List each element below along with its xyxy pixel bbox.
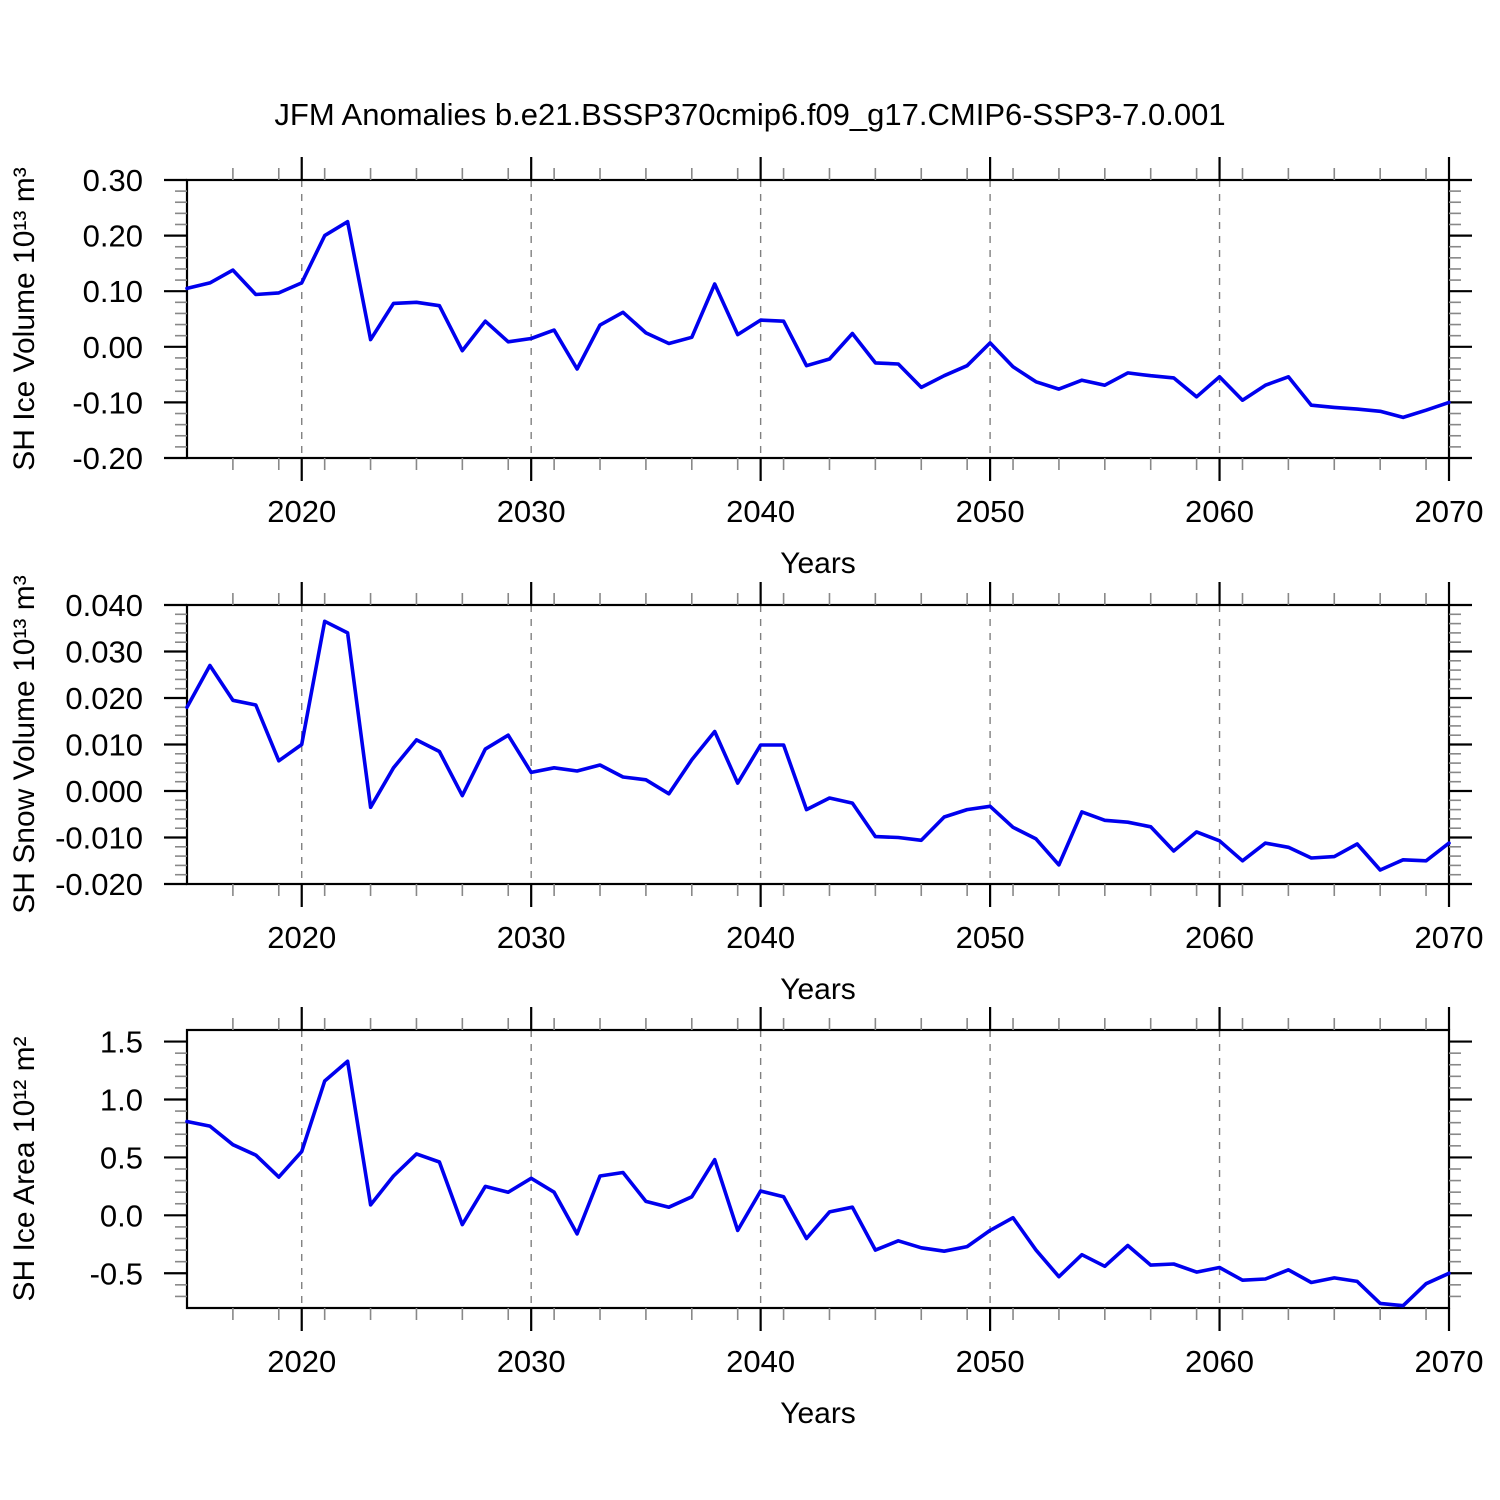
- y-tick-label: 0.5: [100, 1140, 143, 1175]
- y-tick-label: -0.5: [90, 1256, 143, 1291]
- data-line-sh-ice-area: [185, 1059, 1451, 1308]
- chart-sh-ice-volume: 2020 2030 2040 2050 2060 2070 0.30 0.20 0.10 0.00…: [8, 157, 1483, 580]
- plot-frame: [185, 603, 1451, 886]
- y-tick-label: 0.010: [65, 728, 143, 763]
- x-tick-label: 2030: [497, 1344, 566, 1379]
- y-tick-label: 0.00: [83, 330, 143, 365]
- x-tick-label: 2070: [1415, 1344, 1484, 1379]
- y-tick-label: 0.0: [100, 1198, 143, 1233]
- x-axis-title: Years: [780, 1397, 856, 1430]
- y-axis-title: SH Ice Area 10¹² m²: [8, 1036, 41, 1301]
- x-tick-label: 2030: [497, 494, 566, 529]
- y-tick-label: 0.040: [65, 588, 143, 623]
- x-tick-label: 2050: [956, 494, 1025, 529]
- y-tick-label: -0.20: [72, 441, 143, 476]
- y-tick-label: -0.10: [72, 385, 143, 420]
- x-tick-label: 2020: [267, 1344, 336, 1379]
- figure-title: JFM Anomalies b.e21.BSSP370cmip6.f09_g17…: [274, 97, 1226, 132]
- x-tick-label: 2060: [1185, 494, 1254, 529]
- x-tick-label: 2030: [497, 920, 566, 955]
- data-line-sh-snow-volume: [185, 619, 1451, 872]
- x-tick-label: 2040: [726, 1344, 795, 1379]
- x-tick-label: 2070: [1415, 494, 1484, 529]
- data-line-sh-ice-volume: [185, 219, 1451, 420]
- y-axis-title: SH Snow Volume 10¹³ m³: [8, 575, 41, 913]
- x-tick-label: 2020: [267, 494, 336, 529]
- chart-sh-ice-area: 2020 2030 2040 2050 2060 2070 1.5 1.0 0.5 0.0 -0.5…: [8, 1007, 1483, 1430]
- plot-frame: [185, 178, 1451, 460]
- x-axis-title: Years: [780, 547, 856, 580]
- x-tick-label: 2060: [1185, 920, 1254, 955]
- x-tick-label: 2060: [1185, 1344, 1254, 1379]
- y-tick-label: 0.000: [65, 774, 143, 809]
- x-tick-label: 2040: [726, 494, 795, 529]
- x-tick-label: 2070: [1415, 920, 1484, 955]
- y-tick-label: 0.30: [83, 163, 143, 198]
- x-axis-title: Years: [780, 973, 856, 1006]
- y-tick-label: 0.030: [65, 635, 143, 670]
- y-tick-label: 1.5: [100, 1025, 143, 1060]
- plot-frame: [185, 1028, 1451, 1310]
- y-tick-label: 0.020: [65, 681, 143, 716]
- x-tick-label: 2050: [956, 920, 1025, 955]
- y-tick-label: -0.010: [55, 821, 143, 856]
- y-tick-label: 0.10: [83, 274, 143, 309]
- chart-sh-snow-volume: 2020 2030 2040 2050 2060 2070 0.040 0.030 0.020 0…: [8, 575, 1483, 1006]
- x-tick-label: 2050: [956, 1344, 1025, 1379]
- y-tick-label: 1.0: [100, 1083, 143, 1118]
- y-tick-label: 0.20: [83, 219, 143, 254]
- y-axis-title: SH Ice Volume 10¹³ m³: [8, 167, 41, 470]
- x-tick-label: 2040: [726, 920, 795, 955]
- y-tick-label: -0.020: [55, 867, 143, 902]
- x-tick-label: 2020: [267, 920, 336, 955]
